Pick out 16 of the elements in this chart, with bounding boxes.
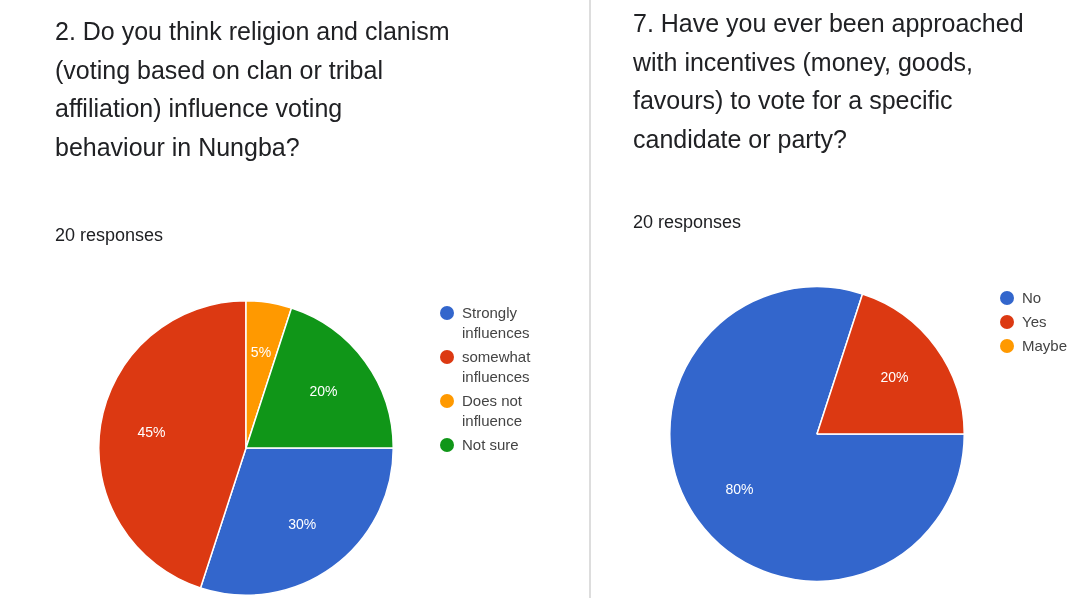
- data-label: 30%: [288, 516, 317, 533]
- legend-label: Yes: [1022, 312, 1047, 332]
- chart-subtitle: 20 responses: [633, 212, 742, 233]
- legend-label: No: [1022, 288, 1042, 308]
- chart-title: 2. Do you think religion and clanism (voting based on clan or tribal affiliation) influence voting behaviour in Nungba?: [55, 16, 451, 163]
- legend-label: Maybe: [1022, 336, 1068, 356]
- legend-label: somewhat influences: [462, 347, 532, 387]
- data-label: 20%: [880, 368, 909, 385]
- data-label: 45%: [137, 423, 166, 440]
- chart-title: 7. Have you ever been approached with incentives (money, goods, favours) to vote for a specific candidate or party?: [633, 8, 1025, 155]
- data-label: 20%: [309, 382, 338, 399]
- chart-subtitle: 20 responses: [55, 225, 164, 246]
- legend-label: Not sure: [462, 435, 519, 455]
- data-label: 80%: [725, 481, 754, 498]
- data-label: 5%: [250, 344, 272, 361]
- legend-label: Does not influence: [462, 391, 524, 431]
